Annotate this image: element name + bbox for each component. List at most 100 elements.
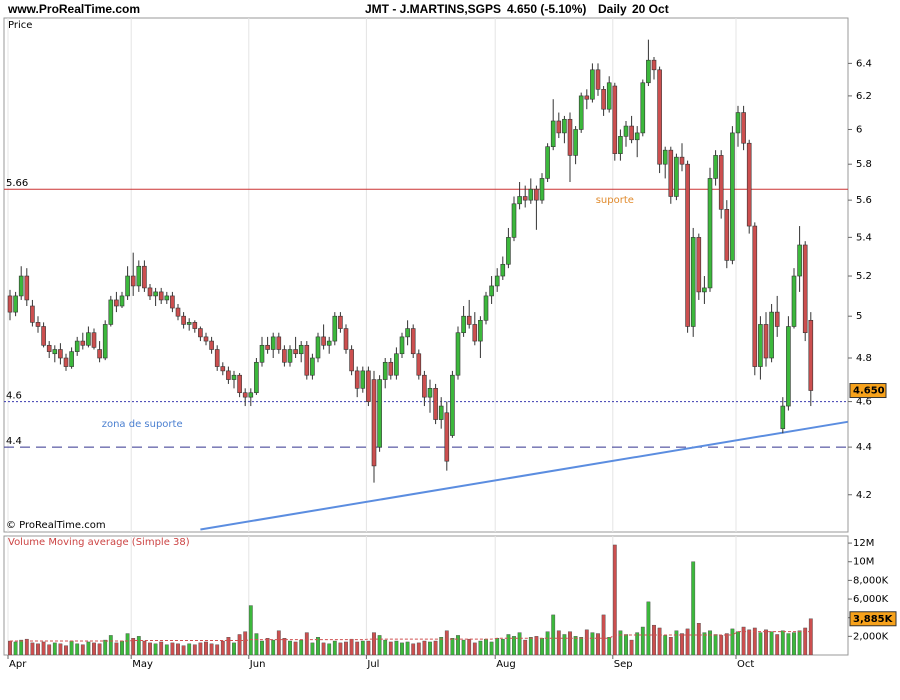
volume-bar [433,640,438,655]
volume-bar [556,630,561,655]
volume-bar [19,639,24,655]
x-tick-label: Jul [366,659,379,670]
candle-body [214,349,220,367]
volume-bar [327,643,332,655]
candle-body [696,237,702,293]
candle-body [119,295,125,307]
volume-bar [747,629,752,655]
volume-bar [260,640,264,655]
candle-body [573,129,578,156]
volume-bar [187,643,192,655]
volume-bar [69,640,74,655]
candle-body [550,120,556,147]
volume-bar [176,643,180,655]
volume-bar [612,544,617,655]
candle-body [483,295,489,321]
period: Daily [598,2,627,16]
volume-bar [428,641,432,655]
volume-bar [696,623,701,655]
candle-body [310,357,315,376]
volume-bar [528,637,533,655]
y-tick-label: 6 [856,124,862,135]
volume-panel [3,535,849,656]
volume-bar [209,643,214,655]
candle-body [315,336,321,359]
candle-body [517,196,522,205]
candle-body [69,351,74,367]
candle-body [489,285,494,297]
candle-body [444,412,450,462]
volume-bar [366,640,371,655]
volume-bar [691,561,696,655]
y-tick-label: 5.2 [856,271,872,282]
annotation: zona de suporte [102,419,183,430]
candle-body [326,340,332,346]
volume-bar [680,633,684,655]
volume-bar [568,631,572,655]
candle-body [763,324,769,359]
candle-body [472,324,478,342]
candle-body [752,225,758,367]
candle-body [18,275,24,297]
volume-bar [198,642,203,655]
candle-body [466,315,472,325]
candle-body [108,299,114,325]
candle-body [164,295,170,301]
candle-body [786,326,791,407]
volume-bar [422,640,427,655]
volume-bar [764,629,768,655]
candle-body [203,336,209,342]
volume-bar [450,638,455,655]
volume-bar [13,641,18,655]
volume-bar [444,630,449,655]
candle-body [97,349,102,359]
candle-body [58,349,63,359]
candle-body [209,340,214,350]
y-tick-label: 4.6 [856,397,872,408]
volume-bar [713,634,718,655]
volume-bar [523,639,528,655]
candle-body [198,328,203,338]
volume-bar [472,642,477,655]
candle-body [102,324,108,359]
header-bar [0,0,900,18]
candle-body [797,244,802,277]
volume-bar [640,626,645,655]
candle-body [494,275,500,287]
candle-body [80,340,86,346]
candle-body [674,156,679,197]
volume-bar [388,641,393,655]
candle-body [606,82,612,110]
volume-bar [803,627,808,655]
candle-body [758,324,763,367]
candle-body [718,155,724,210]
volume-bar [310,642,315,655]
volume-bar [30,642,35,655]
volume-bar [405,641,410,655]
candle-body [153,291,158,297]
volume-bar [629,639,634,655]
candle-body [769,311,774,359]
volume-bar [299,639,304,655]
volume-bar [400,642,404,655]
candle-body [170,295,175,309]
candle-body [293,349,298,355]
volume-bar [489,641,494,655]
volume-bar [506,634,511,655]
volume-bar [461,639,466,655]
candle-body [270,336,276,350]
volume-bar [702,632,707,655]
volume-bar [708,630,712,655]
candle-body [640,82,646,134]
volume-bar [674,630,679,655]
candle-body [623,125,629,137]
x-tick-label: Jun [249,659,266,670]
volume-bar [775,634,780,655]
volume-bar [741,626,746,655]
volume-bar [534,636,539,655]
candle-body [343,328,349,350]
candle-body [242,392,248,398]
volume-bar [652,624,656,655]
volume-bar [780,630,785,655]
x-tick-label: Oct [737,659,754,670]
